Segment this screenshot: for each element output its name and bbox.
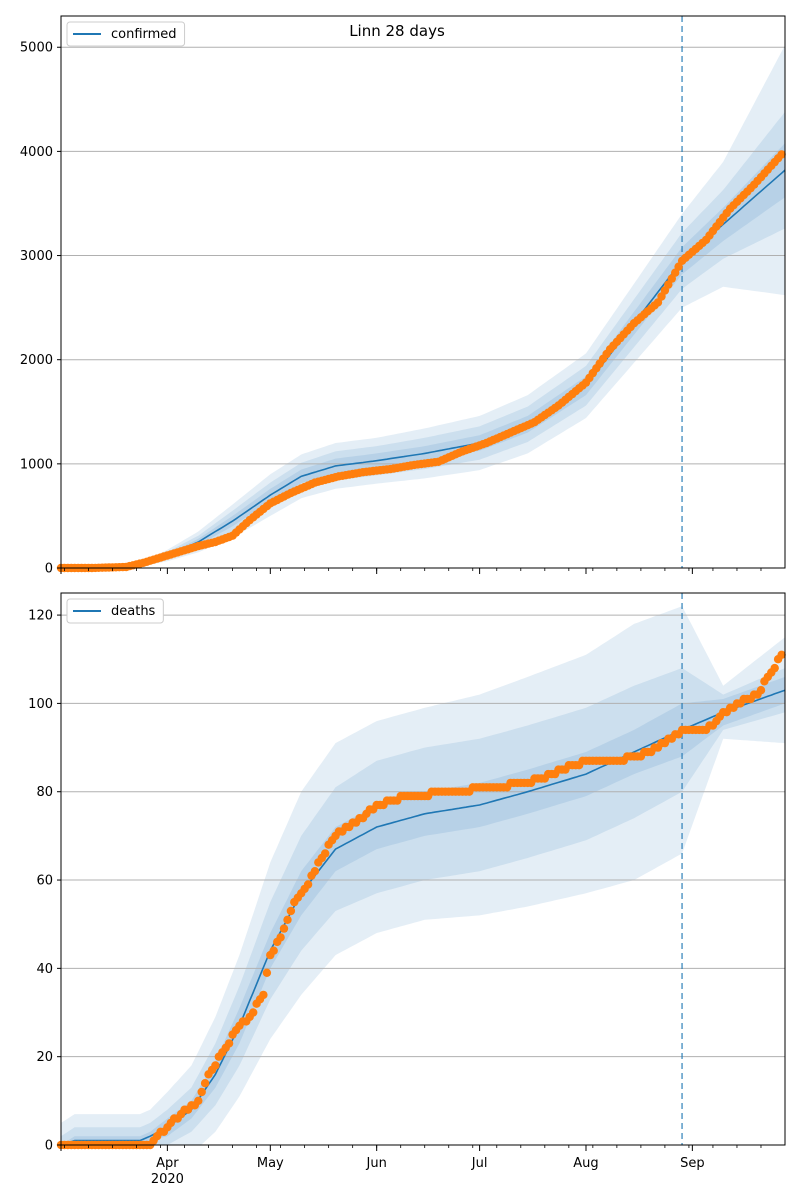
deaths-x-tick-label: Jun xyxy=(366,1156,387,1171)
deaths-observed-point xyxy=(269,946,278,955)
deaths-observed-point xyxy=(194,1096,203,1106)
deaths-y-tick-label: 100 xyxy=(28,697,53,712)
confirmed-observed-point xyxy=(777,150,786,159)
deaths-observed-point xyxy=(756,686,766,695)
deaths-observed-point xyxy=(262,968,272,977)
confirmed-y-tick-label: 2000 xyxy=(20,353,53,368)
confirmed-observed-points xyxy=(56,150,786,573)
deaths-observed-point xyxy=(211,1061,220,1070)
deaths-x-tick-label: Apr xyxy=(156,1156,179,1171)
deaths-observed-point xyxy=(249,1008,258,1017)
deaths-legend: deaths xyxy=(66,598,164,624)
deaths-y-tick-label: 80 xyxy=(36,785,53,800)
deaths-band-3 xyxy=(61,606,785,1145)
deaths-x-tick-label: Sep xyxy=(680,1156,705,1171)
deaths-observed-point xyxy=(321,849,330,858)
deaths-axes-frame xyxy=(60,592,786,1146)
confirmed-y-tick-label: 4000 xyxy=(20,145,53,160)
confirmed-legend-label: confirmed xyxy=(111,27,177,42)
deaths-y-tick-label: 20 xyxy=(36,1050,53,1065)
deaths-observed-point xyxy=(286,906,296,916)
deaths-x-tick-label: 2020 xyxy=(151,1172,184,1187)
deaths-observed-point xyxy=(303,880,313,889)
deaths-observed-point xyxy=(259,990,268,1000)
confirmed-chart: 0 1000 2000 3000 4000 5000 Linn 28 days confi… xyxy=(20,15,786,577)
confirmed-y-tick-label: 5000 xyxy=(20,41,53,56)
deaths-observed-point xyxy=(197,1087,206,1097)
confirmed-y-tick-label: 3000 xyxy=(20,249,53,264)
deaths-y-tick-label: 40 xyxy=(36,962,53,977)
deaths-observed-point xyxy=(777,650,786,659)
deaths-observed-point xyxy=(310,867,320,876)
figure-title: Linn 28 days xyxy=(349,22,445,40)
confirmed-axes: 0 1000 2000 3000 4000 5000 xyxy=(20,15,786,577)
confirmed-y-tick-label: 0 xyxy=(45,562,53,577)
deaths-x-tick-label: Jul xyxy=(471,1156,488,1171)
deaths-observed-point xyxy=(276,933,285,942)
deaths-x-tick-label: Aug xyxy=(573,1156,598,1171)
deaths-y-tick-label: 120 xyxy=(28,609,53,624)
confirmed-y-tick-label: 1000 xyxy=(20,457,53,472)
deaths-observed-point xyxy=(283,915,292,924)
deaths-observed-point xyxy=(224,1039,234,1048)
confirmed-legend: confirmed xyxy=(66,21,186,47)
deaths-observed-point xyxy=(279,924,289,933)
deaths-legend-label: deaths xyxy=(111,604,156,619)
deaths-y-tick-label: 60 xyxy=(36,874,53,889)
deaths-legend-box xyxy=(66,598,164,624)
deaths-x-tick-label: May xyxy=(257,1156,284,1171)
confirmed-axes-frame xyxy=(60,15,786,569)
deaths-observed-point xyxy=(200,1079,210,1088)
confirmed-legend-box xyxy=(66,21,186,47)
deaths-y-tick-label: 0 xyxy=(45,1139,53,1154)
deaths-observed-point xyxy=(770,663,779,673)
